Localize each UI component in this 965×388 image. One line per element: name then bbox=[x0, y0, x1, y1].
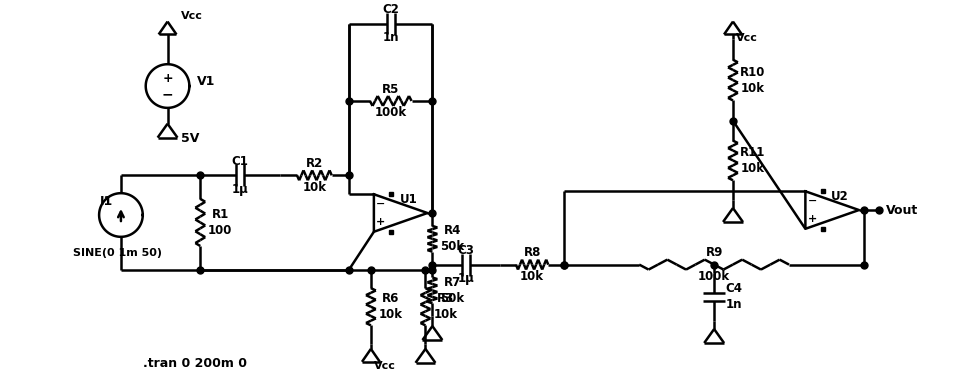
Text: U2: U2 bbox=[831, 191, 849, 203]
Text: 50k: 50k bbox=[440, 240, 464, 253]
Text: 10k: 10k bbox=[741, 162, 765, 175]
Text: 50k: 50k bbox=[440, 292, 464, 305]
Text: Vout: Vout bbox=[886, 204, 918, 217]
Text: +: + bbox=[162, 72, 173, 85]
Text: R4: R4 bbox=[444, 224, 461, 237]
Text: V1: V1 bbox=[197, 74, 216, 88]
Text: 10k: 10k bbox=[433, 308, 457, 321]
Text: 100k: 100k bbox=[374, 106, 407, 120]
Text: C4: C4 bbox=[726, 282, 742, 295]
Text: −: − bbox=[808, 196, 817, 206]
Text: C3: C3 bbox=[457, 244, 475, 257]
Text: 100k: 100k bbox=[698, 270, 731, 283]
Text: R5: R5 bbox=[382, 83, 400, 95]
Text: R9: R9 bbox=[705, 246, 723, 259]
Text: +: + bbox=[808, 215, 817, 224]
Text: R7: R7 bbox=[444, 276, 461, 289]
Text: 10k: 10k bbox=[302, 181, 326, 194]
Text: R8: R8 bbox=[523, 246, 540, 259]
Text: R2: R2 bbox=[306, 157, 323, 170]
Text: I1: I1 bbox=[99, 195, 113, 208]
Text: C1: C1 bbox=[232, 155, 248, 168]
Text: R10: R10 bbox=[740, 66, 765, 79]
Text: 1n: 1n bbox=[726, 298, 742, 311]
Text: 10k: 10k bbox=[741, 81, 765, 95]
Text: 5V: 5V bbox=[181, 132, 200, 145]
Text: .tran 0 200m 0: .tran 0 200m 0 bbox=[143, 357, 247, 370]
Text: 1μ: 1μ bbox=[232, 183, 248, 196]
Text: 1n: 1n bbox=[382, 31, 399, 44]
Text: SINE(0 1m 50): SINE(0 1m 50) bbox=[73, 248, 162, 258]
Text: Vcc: Vcc bbox=[373, 361, 396, 371]
Text: R3: R3 bbox=[437, 292, 454, 305]
Text: Vcc: Vcc bbox=[736, 33, 758, 43]
Text: Vcc: Vcc bbox=[180, 10, 203, 21]
Text: R6: R6 bbox=[382, 292, 400, 305]
Text: R11: R11 bbox=[740, 146, 765, 159]
Text: −: − bbox=[376, 199, 385, 209]
Text: +: + bbox=[376, 217, 385, 227]
Text: R1: R1 bbox=[211, 208, 229, 221]
Text: C2: C2 bbox=[382, 3, 400, 16]
Text: 100: 100 bbox=[207, 224, 233, 237]
Text: 10k: 10k bbox=[378, 308, 402, 321]
Text: U1: U1 bbox=[400, 193, 418, 206]
Text: 10k: 10k bbox=[520, 270, 544, 283]
Text: −: − bbox=[162, 87, 174, 101]
Text: 1μ: 1μ bbox=[457, 272, 475, 285]
